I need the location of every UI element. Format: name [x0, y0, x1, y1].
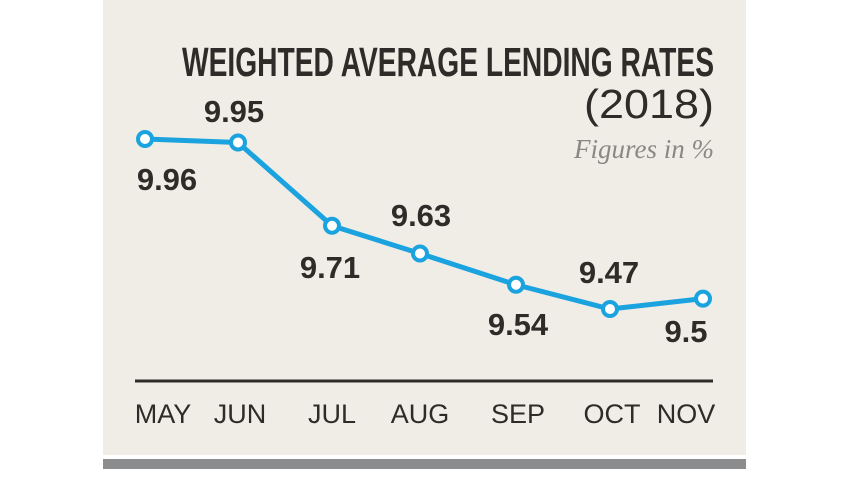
x-tick-label-aug: AUG: [391, 399, 450, 429]
data-label-aug: 9.63: [391, 198, 451, 233]
x-tick-label-sep: SEP: [491, 399, 545, 429]
data-point-sep: [507, 275, 525, 294]
chart-background: [103, 0, 746, 455]
x-tick-label-nov: NOV: [657, 399, 716, 429]
data-point-jun: [229, 133, 247, 152]
data-point-oct: [601, 300, 619, 319]
chart-title-year: (2018): [584, 81, 714, 127]
x-tick-label-jun: JUN: [214, 399, 267, 429]
chart-title: WEIGHTED AVERAGE LENDING RATES: [182, 39, 714, 85]
data-point-nov: [694, 289, 712, 308]
data-label-may: 9.96: [137, 162, 197, 197]
x-tick-label-may: MAY: [135, 399, 192, 429]
x-tick-label-jul: JUL: [308, 399, 356, 429]
data-label-nov: 9.5: [664, 314, 707, 349]
data-label-oct: 9.47: [579, 255, 639, 290]
footer-bar: [103, 459, 746, 469]
data-label-sep: 9.54: [488, 307, 549, 342]
data-point-jul: [323, 216, 341, 235]
data-point-may: [136, 130, 154, 148]
data-label-jul: 9.71: [300, 250, 360, 285]
data-point-aug: [411, 244, 429, 263]
x-tick-label-oct: OCT: [584, 399, 641, 429]
data-label-jun: 9.95: [204, 94, 264, 129]
chart-subtitle: Figures in %: [573, 134, 714, 164]
